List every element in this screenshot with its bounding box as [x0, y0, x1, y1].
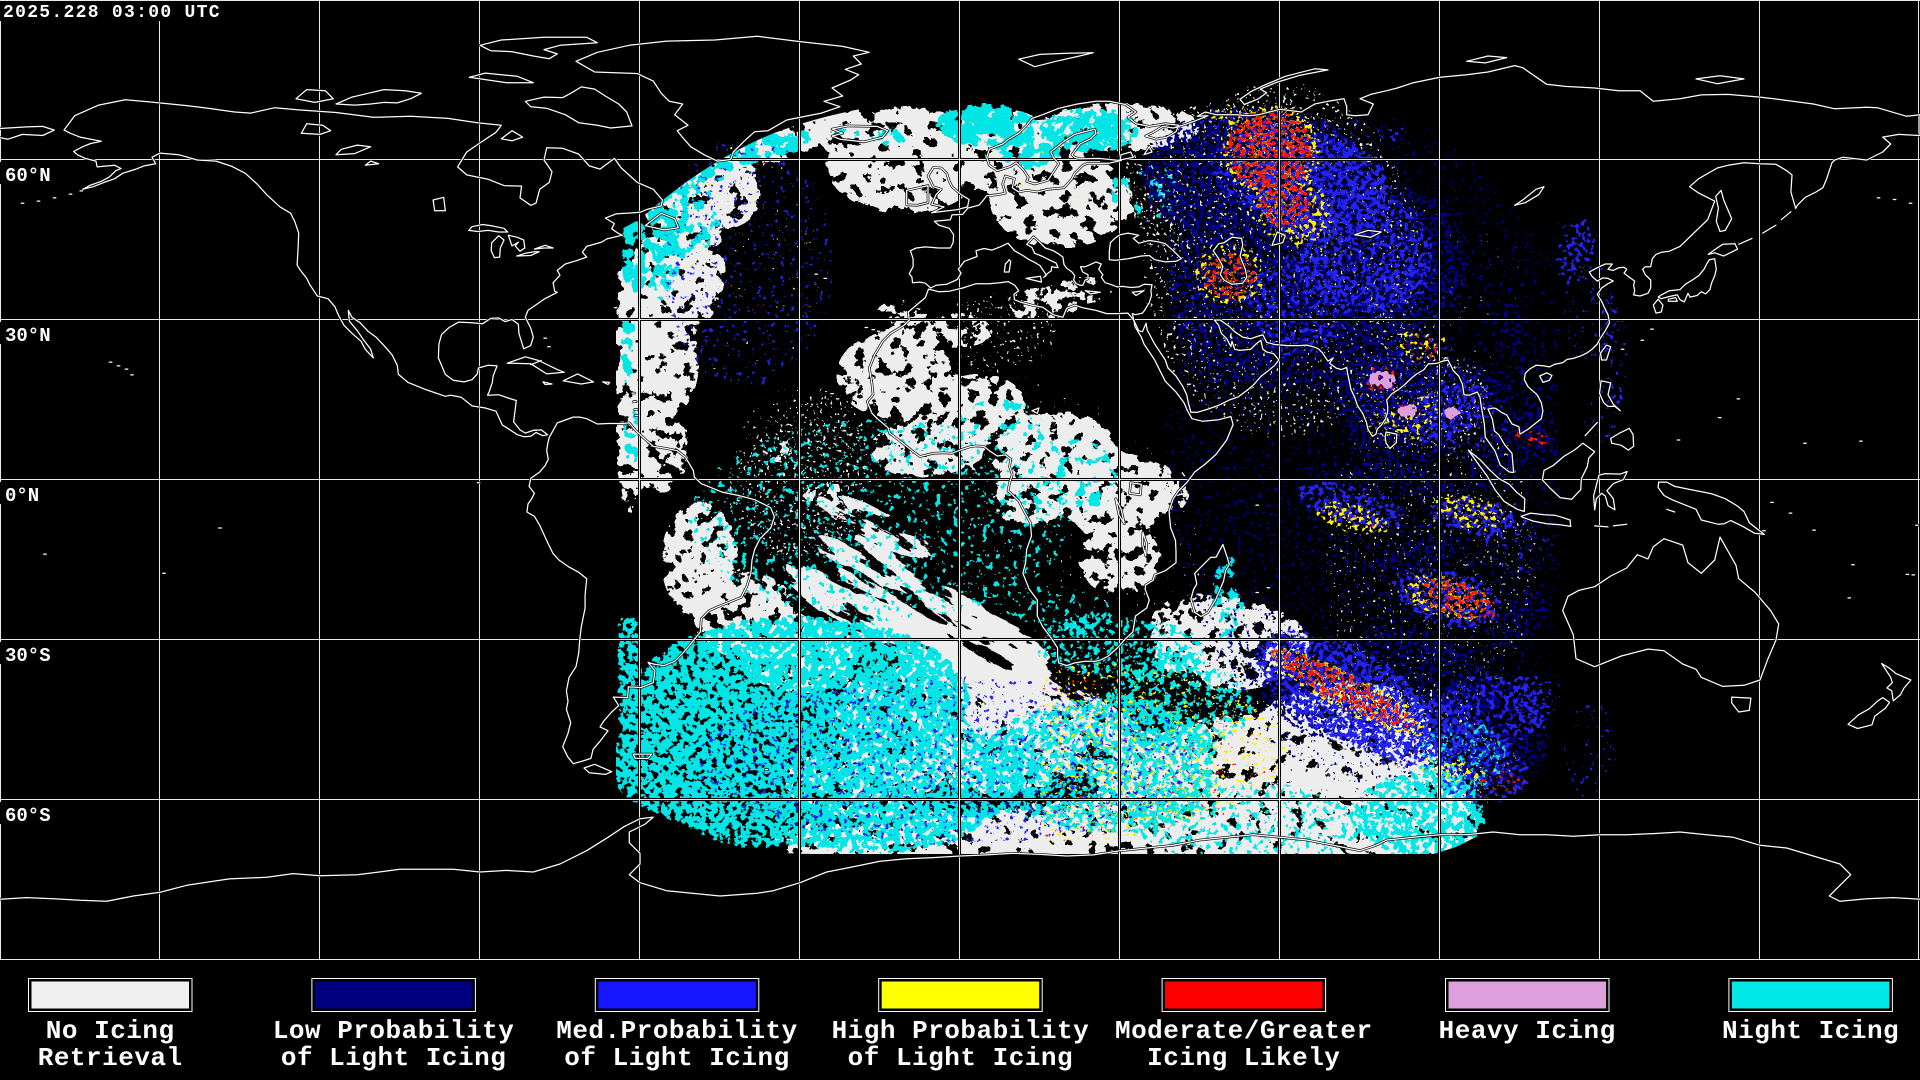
svg-text:60°N: 60°N: [5, 165, 51, 187]
svg-text:Moderate/Greater: Moderate/Greater: [1115, 1016, 1373, 1046]
svg-text:Heavy Icing: Heavy Icing: [1439, 1016, 1616, 1046]
svg-text:of Light Icing: of Light Icing: [281, 1043, 506, 1073]
svg-text:of Light Icing: of Light Icing: [848, 1043, 1073, 1073]
svg-text:0°N: 0°N: [5, 485, 39, 507]
svg-text:No Icing: No Icing: [46, 1016, 175, 1046]
svg-text:2025.228 03:00 UTC: 2025.228 03:00 UTC: [3, 3, 221, 23]
svg-text:30°S: 30°S: [5, 645, 51, 667]
svg-text:Icing Likely: Icing Likely: [1147, 1043, 1340, 1073]
svg-text:60°S: 60°S: [5, 805, 51, 827]
svg-text:of Light Icing: of Light Icing: [564, 1043, 789, 1073]
svg-text:Low Probability: Low Probability: [273, 1016, 515, 1046]
svg-text:High Probability: High Probability: [832, 1016, 1090, 1046]
svg-text:Retrieval: Retrieval: [38, 1043, 183, 1073]
svg-text:Night Icing: Night Icing: [1722, 1016, 1899, 1046]
svg-text:30°N: 30°N: [5, 325, 51, 347]
svg-text:Med.Probability: Med.Probability: [556, 1016, 798, 1046]
